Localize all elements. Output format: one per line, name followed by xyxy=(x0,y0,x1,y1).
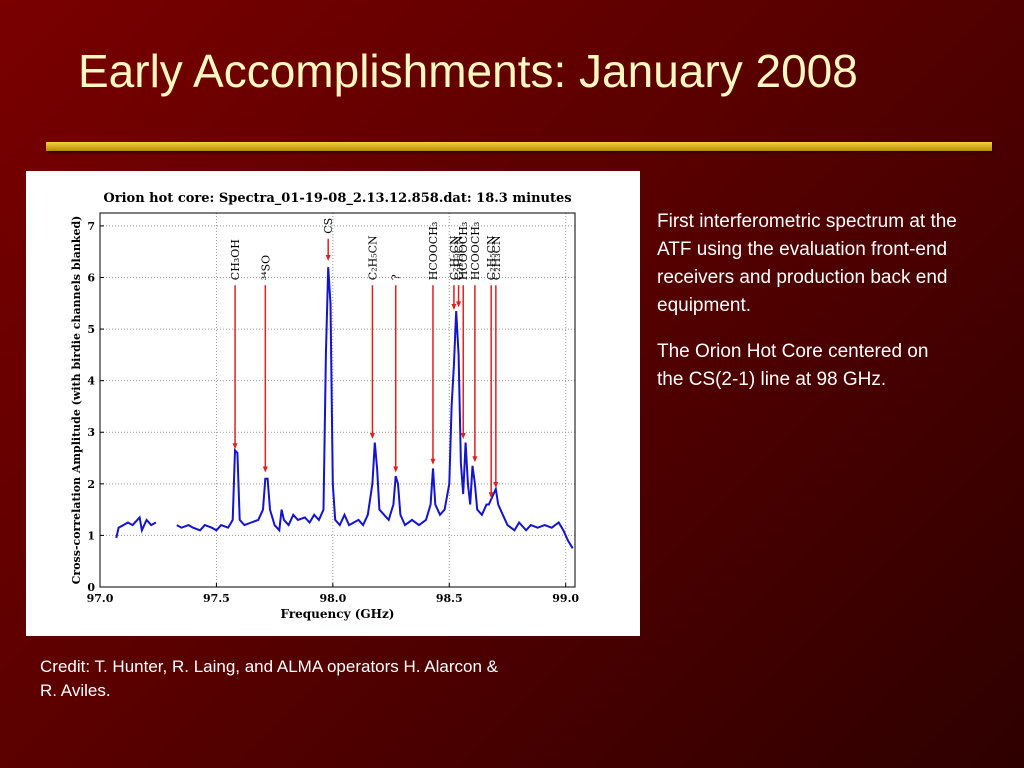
plot-frame xyxy=(99,212,576,588)
arrow-head xyxy=(393,466,399,473)
arrow-head xyxy=(430,458,436,465)
arrow-head xyxy=(369,432,375,439)
annotation-label: ³⁴SO xyxy=(259,255,272,280)
y-tick-label: 6 xyxy=(87,271,95,284)
body-text: First interferometric spectrum at the AT… xyxy=(657,208,957,412)
x-axis-label: Frequency (GHz) xyxy=(281,607,395,621)
arrow-head xyxy=(472,456,478,463)
arrow-head xyxy=(493,481,499,488)
chart: Orion hot core: Spectra_01-19-08_2.13.12… xyxy=(70,191,579,621)
annotation-label: HCOOCH₃ xyxy=(427,222,440,280)
x-tick-label: 97.0 xyxy=(87,592,114,605)
annotation-label: C₂H₃CN xyxy=(490,235,503,280)
y-tick-label: 1 xyxy=(87,529,95,542)
arrow-head xyxy=(232,443,238,450)
chart-title: Orion hot core: Spectra_01-19-08_2.13.12… xyxy=(103,191,571,206)
credit: Credit: T. Hunter, R. Laing, and ALMA op… xyxy=(40,657,498,700)
paragraph: First interferometric spectrum at the AT… xyxy=(657,211,957,316)
slide-title: Early Accomplishments: January 2008 xyxy=(78,45,858,97)
chart-panel: Orion hot core: Spectra_01-19-08_2.13.12… xyxy=(26,171,640,636)
x-tick-label: 98.5 xyxy=(436,592,463,605)
annotation-label: C₂H₅CN xyxy=(485,235,498,280)
arrow-head xyxy=(456,301,462,308)
y-tick-label: 3 xyxy=(87,426,95,439)
spectrum-line xyxy=(115,267,574,549)
arrow-head xyxy=(325,255,331,262)
annotation-label: C₂H₅CN xyxy=(366,235,379,280)
y-tick-label: 5 xyxy=(87,323,95,336)
annotation-label: HCOOCH₃ xyxy=(457,222,470,280)
annotation-label: C₂H₅CN xyxy=(448,235,461,280)
arrow-head xyxy=(488,492,494,499)
x-tick-label: 98.0 xyxy=(319,592,346,605)
annotation-label: ? xyxy=(390,274,403,280)
x-tick-label: 99.0 xyxy=(552,592,579,605)
annotation-label: C₂H₃CN xyxy=(453,235,466,280)
arrow-head xyxy=(262,466,268,473)
y-tick-label: 4 xyxy=(87,375,95,388)
y-tick-label: 0 xyxy=(87,581,95,594)
y-tick-label: 7 xyxy=(87,220,95,233)
arrow-head xyxy=(451,304,457,311)
y-tick-label: 2 xyxy=(87,478,95,491)
x-tick-label: 97.5 xyxy=(203,592,230,605)
annotation-label: CH₃OH xyxy=(229,239,242,280)
annotation-label: CS xyxy=(322,218,335,234)
y-axis-label: Cross-correlation Amplitude (with birdie… xyxy=(70,216,83,585)
paragraph: The Orion Hot Core centered on the CS(2-… xyxy=(657,341,929,390)
annotation-label: HCOOCH₃ xyxy=(469,222,482,280)
title-rule xyxy=(46,142,992,151)
arrow-head xyxy=(460,432,466,439)
